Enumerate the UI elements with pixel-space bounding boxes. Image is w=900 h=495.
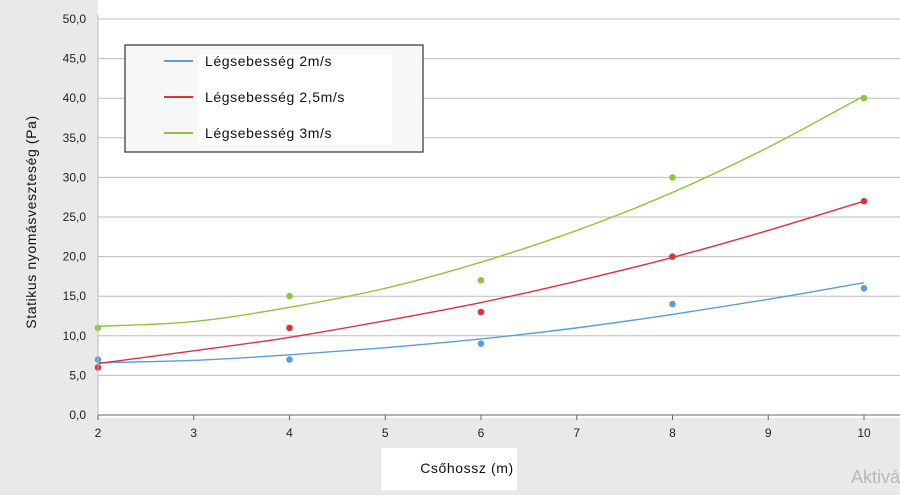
series-point: [477, 308, 485, 316]
legend-inner-panel: [198, 55, 392, 145]
x-tick-label: 3: [190, 426, 197, 440]
series-point: [669, 253, 676, 260]
y-tick-label: 10,0: [63, 329, 87, 343]
series-point: [286, 324, 293, 332]
axes: 0,0 5,0 10,0 15,0 20,0 25,0 30,0 35,0 40,0 45,0 50…: [63, 12, 900, 440]
x-tick-label: 5: [382, 426, 389, 440]
series-point: [477, 277, 485, 284]
series-point: [669, 300, 676, 308]
y-tick-label: 45,0: [63, 52, 87, 66]
y-tick-label: 0,0: [69, 408, 86, 422]
x-tick-label: 2: [95, 426, 102, 440]
y-axis-label: Statikus nyomásveszteség (Pa): [23, 115, 39, 328]
x-tick-label: 8: [669, 426, 676, 440]
y-tick-label: 20,0: [63, 250, 87, 264]
y-tick-label: 30,0: [63, 170, 87, 184]
y-tick-label: 35,0: [63, 131, 87, 145]
series-point: [860, 284, 868, 292]
x-tick-label: 4: [286, 426, 293, 440]
y-tick-label: 50,0: [63, 12, 87, 26]
legend-label: Légsebesség 2,5m/s: [205, 89, 345, 105]
series-trendline: [97, 95, 865, 327]
x-axis-label: Csőhossz (m): [420, 460, 514, 476]
series-point: [286, 292, 293, 300]
legend-label: Légsebesség 2m/s: [205, 53, 332, 69]
series-point: [477, 340, 485, 348]
legend-label: Légsebesség 3m/s: [205, 125, 332, 141]
y-tick-label: 25,0: [63, 210, 87, 224]
y-tick-label: 40,0: [63, 91, 87, 105]
x-axis-label-panel: [381, 448, 517, 490]
series-point: [286, 356, 293, 363]
legend: Légsebesség 2m/s Légsebesség 2,5m/s Légseb…: [124, 44, 424, 153]
series-point: [860, 94, 868, 102]
x-tick-label: 9: [765, 426, 772, 440]
series-point: [860, 197, 868, 205]
x-tick-label: 7: [573, 426, 580, 440]
y-tick-label: 5,0: [69, 368, 86, 382]
watermark: Aktivá: [850, 467, 900, 487]
data-points: [94, 94, 868, 371]
series-point: [669, 174, 676, 181]
x-tick-label: 6: [478, 426, 485, 440]
series-trendline: [97, 282, 865, 364]
trendlines: [97, 95, 865, 365]
x-tick-label: 10: [857, 426, 871, 440]
y-tick-label: 15,0: [63, 289, 87, 303]
series-trendline: [97, 200, 865, 365]
